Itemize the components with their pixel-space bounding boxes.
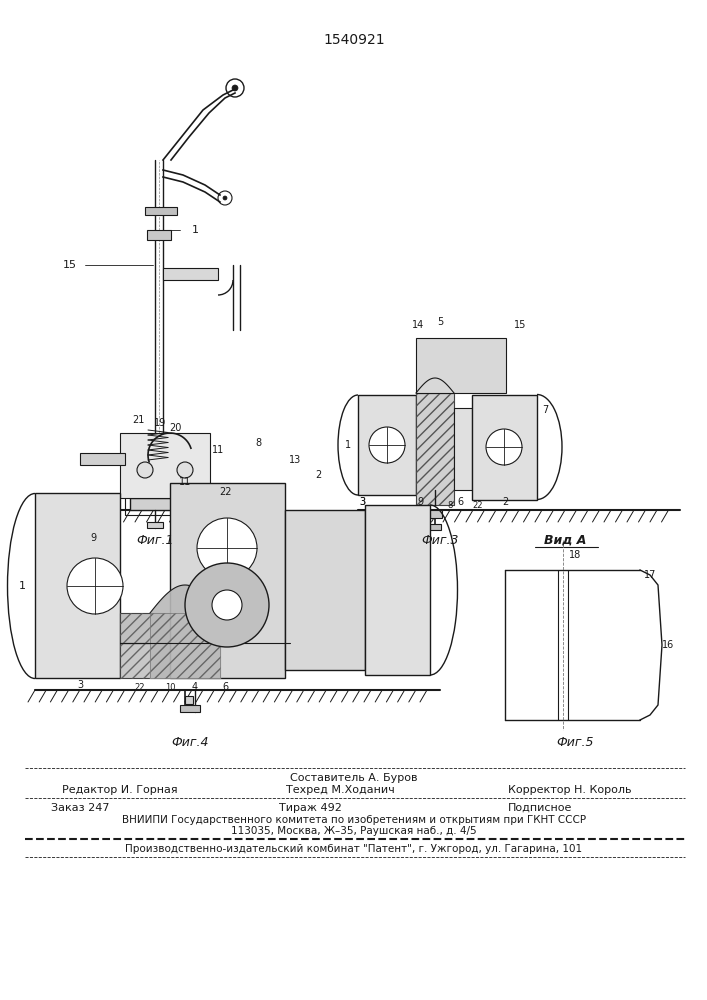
Text: Производственно-издательский комбинат "Патент", г. Ужгород, ул. Гагарина, 101: Производственно-издательский комбинат "П… xyxy=(125,844,583,854)
Bar xyxy=(125,497,200,515)
Text: 21: 21 xyxy=(132,415,144,425)
Bar xyxy=(416,338,506,393)
Text: Фиг.4: Фиг.4 xyxy=(171,736,209,748)
Text: 3: 3 xyxy=(359,497,365,507)
Text: 13: 13 xyxy=(289,455,301,465)
Text: Фиг.3: Фиг.3 xyxy=(421,534,459,546)
Circle shape xyxy=(486,429,522,465)
Bar xyxy=(150,613,220,678)
Text: 6: 6 xyxy=(222,682,228,692)
Text: 11: 11 xyxy=(212,445,224,455)
Text: 8: 8 xyxy=(448,500,452,510)
Text: 9: 9 xyxy=(417,497,423,507)
Text: 3: 3 xyxy=(359,497,365,507)
Text: 113035, Москва, Ж–35, Раушская наб., д. 4/5: 113035, Москва, Ж–35, Раушская наб., д. … xyxy=(231,826,477,836)
Text: Подписное: Подписное xyxy=(508,803,572,813)
Text: 1: 1 xyxy=(192,225,199,235)
Bar xyxy=(147,522,163,528)
Bar xyxy=(429,524,441,530)
Bar xyxy=(185,696,193,704)
Text: Редактор И. Горная: Редактор И. Горная xyxy=(62,785,178,795)
Circle shape xyxy=(223,196,227,200)
Text: 1540921: 1540921 xyxy=(323,33,385,47)
Bar xyxy=(170,483,285,678)
Bar xyxy=(120,643,170,678)
Text: 16: 16 xyxy=(662,640,674,650)
Text: 2: 2 xyxy=(315,470,321,480)
Bar xyxy=(147,230,171,240)
Circle shape xyxy=(212,590,242,620)
Text: 9: 9 xyxy=(90,533,96,543)
Text: 1: 1 xyxy=(18,581,25,591)
Bar xyxy=(163,268,218,280)
Text: 17: 17 xyxy=(644,570,656,580)
Bar xyxy=(358,395,416,495)
Text: 20: 20 xyxy=(169,423,181,433)
Text: 3: 3 xyxy=(77,680,83,690)
Text: 7: 7 xyxy=(542,405,548,415)
Circle shape xyxy=(137,462,153,478)
Text: 15: 15 xyxy=(63,260,77,270)
Circle shape xyxy=(185,563,269,647)
Text: 2: 2 xyxy=(502,497,508,507)
Bar xyxy=(365,505,430,675)
Bar xyxy=(35,493,120,678)
Bar xyxy=(120,613,170,643)
Bar xyxy=(285,510,365,670)
Text: Вид А: Вид А xyxy=(544,534,586,546)
Bar xyxy=(454,408,472,490)
Bar xyxy=(180,705,200,712)
Bar xyxy=(120,433,210,498)
Circle shape xyxy=(369,427,405,463)
Bar xyxy=(120,643,170,678)
Text: 19: 19 xyxy=(154,418,166,428)
Text: 1: 1 xyxy=(345,440,351,450)
Text: 11: 11 xyxy=(179,477,191,487)
Text: 8: 8 xyxy=(255,438,261,448)
Text: Заказ 247: Заказ 247 xyxy=(51,803,110,813)
Bar xyxy=(416,393,454,505)
Text: 5: 5 xyxy=(437,317,443,327)
Text: 10: 10 xyxy=(165,682,175,692)
Bar xyxy=(472,395,537,500)
Text: Составитель А. Буров: Составитель А. Буров xyxy=(291,773,418,783)
Circle shape xyxy=(197,518,257,578)
Circle shape xyxy=(218,191,232,205)
Circle shape xyxy=(177,462,193,478)
Text: 22: 22 xyxy=(218,487,231,497)
Bar xyxy=(80,453,125,465)
Circle shape xyxy=(232,85,238,91)
Text: ВНИИПИ Государственного комитета по изобретениям и открытиям при ГКНТ СССР: ВНИИПИ Государственного комитета по изоб… xyxy=(122,815,586,825)
Circle shape xyxy=(67,558,123,614)
Bar xyxy=(428,510,442,518)
Circle shape xyxy=(226,79,244,97)
Text: 18: 18 xyxy=(569,550,581,560)
Text: Тираж 492: Тираж 492 xyxy=(279,803,341,813)
Bar xyxy=(120,613,170,643)
Bar xyxy=(130,498,195,510)
Text: 4: 4 xyxy=(192,682,198,692)
Text: Фиг.1: Фиг.1 xyxy=(136,534,174,546)
Text: 14: 14 xyxy=(412,320,424,330)
Text: 22: 22 xyxy=(135,682,145,692)
Text: 15: 15 xyxy=(514,320,526,330)
Text: Техред М.Ходанич: Техред М.Ходанич xyxy=(286,785,395,795)
Text: Корректор Н. Король: Корректор Н. Король xyxy=(508,785,632,795)
Text: 22: 22 xyxy=(473,500,484,510)
Text: Фиг.5: Фиг.5 xyxy=(556,736,594,748)
Bar xyxy=(145,207,177,215)
Text: 6: 6 xyxy=(457,497,463,507)
Bar xyxy=(416,393,454,505)
